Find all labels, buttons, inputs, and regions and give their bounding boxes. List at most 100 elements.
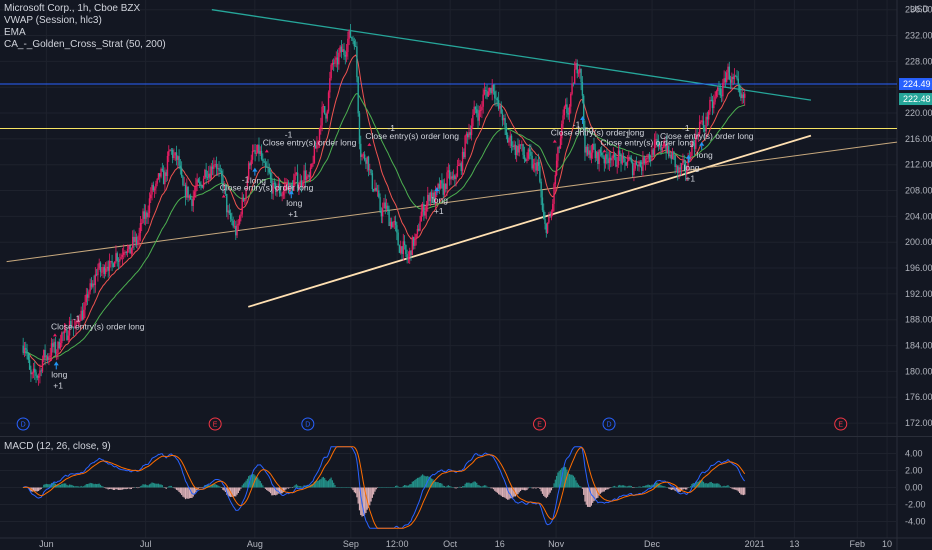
candle-body xyxy=(720,95,723,97)
macd-histogram-bar xyxy=(544,487,546,498)
candle-body xyxy=(353,41,356,47)
candle-body xyxy=(591,143,594,153)
candle-body xyxy=(41,359,44,372)
dividend-event-icon[interactable] xyxy=(602,417,616,431)
trend-lines[interactable] xyxy=(0,9,898,308)
sell-arrow-icon xyxy=(367,142,372,146)
macd-histogram-bar xyxy=(289,487,291,488)
macd-histogram-bar xyxy=(736,487,738,491)
candle-body xyxy=(624,158,626,163)
macd-histogram-bar xyxy=(735,487,737,490)
price-axis[interactable]: 236.00232.00228.00224.00220.00216.00212.… xyxy=(899,5,932,428)
macd-histogram-bar xyxy=(684,487,687,490)
legend-ema[interactable]: EMA xyxy=(4,27,26,38)
earnings-event-icon[interactable] xyxy=(533,417,547,431)
macd-histogram-bar xyxy=(284,487,286,491)
candle-body xyxy=(124,251,126,253)
earnings-event-icon[interactable] xyxy=(834,417,848,431)
legend-macd[interactable]: MACD (12, 26, close, 9) xyxy=(4,441,111,452)
macd-histogram-bar xyxy=(121,487,123,490)
macd-axis[interactable]: 4.00 2.00 0.00 -2.00 -4.00 xyxy=(905,449,926,527)
candle-body xyxy=(428,194,430,202)
macd-histogram-bar xyxy=(324,478,326,488)
candle-body xyxy=(528,149,531,152)
macd-histogram-bar xyxy=(385,487,388,488)
macd-histogram-bar xyxy=(543,487,545,496)
candle-body xyxy=(518,144,520,153)
macd-histogram-bar xyxy=(410,484,412,488)
dividend-event-icon[interactable] xyxy=(301,417,315,431)
macd-histogram-bar xyxy=(702,481,705,488)
candle-body xyxy=(25,348,27,350)
macd-histogram-bar xyxy=(380,487,382,488)
candle-body xyxy=(246,179,249,190)
candle-body xyxy=(612,154,615,159)
macd-histogram-bar xyxy=(469,483,471,488)
macd-histogram-bar xyxy=(602,487,604,492)
macd-histogram-bar xyxy=(607,487,609,490)
candle-body xyxy=(151,184,153,195)
candle-body xyxy=(433,192,435,204)
macd-histogram-bar xyxy=(179,487,181,494)
macd-histogram-bar xyxy=(477,484,479,488)
event-label: D xyxy=(607,422,612,429)
candle-body xyxy=(50,343,53,356)
candle-body xyxy=(147,213,149,218)
candle-body xyxy=(126,249,129,253)
candle-body xyxy=(707,111,710,120)
price-tick-label: 192.00 xyxy=(905,289,932,299)
price-tick-label: 216.00 xyxy=(905,134,932,144)
macd-histogram-bar xyxy=(436,482,438,488)
candle-body xyxy=(441,180,443,184)
macd-histogram-bar xyxy=(353,487,355,493)
macd-histogram-bar xyxy=(407,485,410,488)
macd-histogram-bar xyxy=(181,487,183,495)
candle-body xyxy=(119,259,121,262)
macd-histogram-bar xyxy=(143,484,145,488)
price-tick-label: 180.00 xyxy=(905,366,932,376)
candle-body xyxy=(552,203,554,212)
candle-body xyxy=(421,203,424,212)
macd-histogram-bar xyxy=(306,485,308,488)
macd-histogram-bar xyxy=(340,487,343,488)
candle-body xyxy=(701,120,703,122)
macd-histogram-bar xyxy=(415,478,417,488)
candle-body xyxy=(95,274,98,276)
candle-body xyxy=(240,214,242,217)
legend-symbol[interactable]: Microsoft Corp., 1h, Cboe BZX xyxy=(4,3,141,14)
candle-body xyxy=(375,187,377,191)
candle-body xyxy=(305,176,308,180)
macd-histogram-bar xyxy=(494,487,496,491)
earnings-event-icon[interactable] xyxy=(208,417,222,431)
candle-body xyxy=(662,146,665,148)
macd-histogram-bar xyxy=(623,485,625,488)
legend-strategy[interactable]: CA_-_Golden_Cross_Strat (50, 200) xyxy=(4,39,166,50)
candle-body xyxy=(744,93,746,98)
price-badge-value: 222.48 xyxy=(903,94,931,104)
macd-histogram-bar xyxy=(299,486,301,488)
annotation-mark: -1 xyxy=(573,120,581,130)
macd-histogram-bar xyxy=(214,484,216,488)
macd-histogram-bar xyxy=(744,487,746,495)
candle-body xyxy=(372,189,375,191)
candle-body xyxy=(508,140,510,143)
candle-body xyxy=(388,210,390,227)
dividend-event-icon[interactable] xyxy=(16,417,30,431)
macd-histogram-bar xyxy=(321,477,323,488)
macd-histogram-bar xyxy=(108,487,111,490)
candle-body xyxy=(539,165,541,182)
time-axis[interactable]: Jun Jul Aug Sep 12:00 Oct 16 Nov Dec 2021 13 Feb 10 xyxy=(39,539,892,549)
macd-histogram-bar xyxy=(481,486,483,488)
candle-body xyxy=(366,156,368,164)
sell-arrow-icon xyxy=(221,194,226,198)
candle-body xyxy=(728,66,730,80)
legend-vwap[interactable]: VWAP (Session, hlc3) xyxy=(4,15,102,26)
macd-histogram-bar xyxy=(452,487,455,488)
macd-histogram-bar xyxy=(362,487,364,516)
macd-histogram-bar xyxy=(723,485,725,488)
macd-histogram-bar xyxy=(402,485,404,488)
candle-body xyxy=(598,149,600,164)
